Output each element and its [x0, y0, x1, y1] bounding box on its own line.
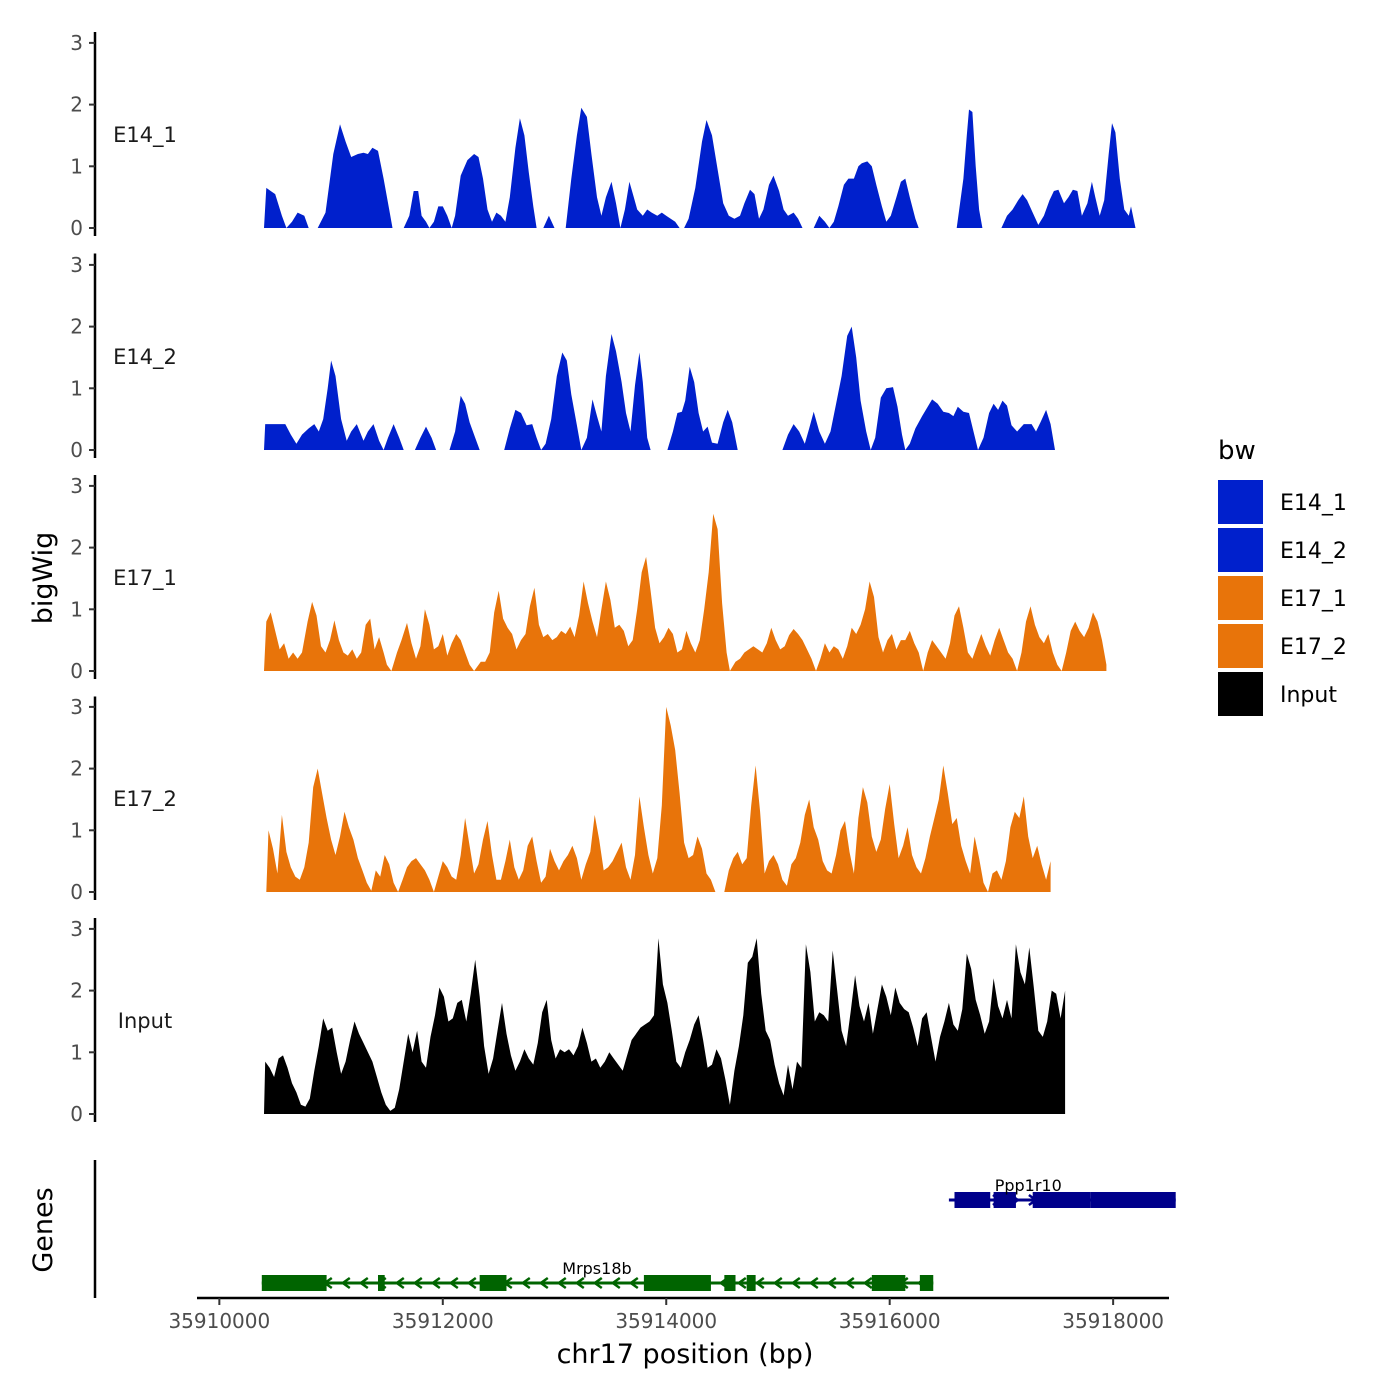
legend-swatch [1218, 624, 1263, 668]
x-tick-label: 35912000 [392, 1309, 494, 1333]
gene-exon [1032, 1192, 1091, 1208]
strand-arrow [430, 1276, 441, 1290]
strand-arrow [394, 1276, 405, 1290]
x-axis: 35910000 35912000 35914000 35916000 35918000 [168, 1296, 1169, 1333]
track-label: E17_1 [113, 566, 177, 591]
gene-exon [261, 1275, 327, 1291]
strand-arrow [466, 1276, 477, 1290]
y-tick-label: 3 [70, 474, 83, 498]
legend-label: E17_1 [1280, 587, 1347, 612]
coverage-area [264, 107, 1136, 228]
strand-arrow [448, 1276, 459, 1290]
y-tick-label: 3 [70, 31, 83, 55]
gene-exon [871, 1275, 906, 1291]
y-tick-label: 1 [70, 597, 83, 621]
track-e14-2: 0 1 2 3 E14_2 [70, 253, 1055, 462]
strand-arrow [556, 1276, 567, 1290]
strand-arrow [412, 1276, 423, 1290]
gene-exon [643, 1275, 711, 1291]
y-tick-label: 2 [70, 757, 83, 781]
coverage-area [264, 938, 1066, 1114]
strand-arrow [520, 1276, 531, 1290]
gene-mrps18b: Mrps18b [261, 1259, 934, 1291]
y-tick-label: 1 [70, 376, 83, 400]
legend-label: E17_2 [1280, 635, 1347, 660]
track-e17-2: 0 1 2 3 E17_2 [70, 695, 1051, 904]
legend-label: E14_1 [1280, 491, 1347, 516]
y-tick-label: 2 [70, 93, 83, 117]
coverage-area [266, 706, 1051, 892]
genes-panel: Mrps18b Ppp1r10 [93, 1160, 1176, 1298]
x-tick-label: 35916000 [839, 1309, 941, 1333]
coverage-tracks: 0 1 2 3 E14_1 0 1 2 3 E14_2 0 1 2 3 E17_1 0 1 2 3 E17_2 0 1 2 3… [70, 31, 1136, 1126]
gene-label: Mrps18b [562, 1259, 631, 1278]
track-label: E14_1 [113, 123, 177, 148]
track-label: Input [118, 1009, 172, 1033]
y-tick-label: 3 [70, 695, 83, 719]
y-tick-label: 0 [70, 880, 83, 904]
legend-swatch [1218, 672, 1263, 716]
strand-arrow [862, 1276, 873, 1290]
strand-arrow [340, 1276, 351, 1290]
legend-swatch [1218, 528, 1263, 572]
gene-exon [919, 1275, 934, 1291]
y-tick-label: 3 [70, 253, 83, 277]
coverage-area [264, 326, 1055, 450]
gene-exon [479, 1275, 507, 1291]
y-tick-label: 2 [70, 979, 83, 1003]
strand-arrow [772, 1276, 783, 1290]
legend-swatch [1218, 576, 1263, 620]
y-tick-label: 0 [70, 1102, 83, 1126]
gene-exon [954, 1192, 991, 1208]
legend-title: bw [1218, 436, 1256, 466]
track-e17-1: 0 1 2 3 E17_1 [70, 474, 1107, 683]
track-label: E17_2 [113, 787, 177, 812]
strand-arrow [808, 1276, 819, 1290]
y-tick-label: 2 [70, 315, 83, 339]
y-tick-label: 1 [70, 1040, 83, 1064]
legend: bw E14_1 E14_2 E17_1 E17_2 Input [1218, 436, 1347, 716]
legend-label: Input [1280, 683, 1337, 708]
gene-exon [377, 1275, 385, 1291]
strand-arrow [628, 1276, 639, 1290]
y-tick-label: 0 [70, 659, 83, 683]
legend-label: E14_2 [1280, 539, 1347, 564]
legend-swatch [1218, 480, 1263, 524]
track-label: E14_2 [113, 345, 177, 370]
strand-arrow [358, 1276, 369, 1290]
y-tick-label: 3 [70, 917, 83, 941]
strand-arrow [574, 1276, 585, 1290]
strand-arrow [754, 1276, 765, 1290]
gene-exon [993, 1192, 1016, 1208]
strand-arrow [592, 1276, 603, 1290]
gene-ppp1r10: Ppp1r10 [948, 1176, 1176, 1208]
strand-arrow [844, 1276, 855, 1290]
y-tick-label: 0 [70, 216, 83, 240]
strand-arrow [610, 1276, 621, 1290]
y-tick-label: 1 [70, 154, 83, 178]
genes-axis-title: Genes [28, 1187, 59, 1272]
x-tick-label: 35914000 [615, 1309, 717, 1333]
strand-arrow [826, 1276, 837, 1290]
strand-arrow [538, 1276, 549, 1290]
y-tick-label: 0 [70, 438, 83, 462]
x-tick-label: 35918000 [1062, 1309, 1164, 1333]
track-input: 0 1 2 3 Input [70, 917, 1066, 1126]
y-tick-label: 2 [70, 536, 83, 560]
gene-exon [746, 1275, 756, 1291]
x-axis-title: chr17 position (bp) [557, 1339, 814, 1370]
gene-label: Ppp1r10 [995, 1176, 1062, 1195]
y-tick-label: 1 [70, 818, 83, 842]
strand-arrow [790, 1276, 801, 1290]
x-tick-label: 35910000 [168, 1309, 270, 1333]
coverage-area [264, 513, 1107, 671]
gene-exon [1090, 1192, 1176, 1208]
y-axis-title: bigWig [28, 532, 59, 625]
track-e14-1: 0 1 2 3 E14_1 [70, 31, 1136, 240]
strand-arrow [736, 1276, 747, 1290]
gene-exon [724, 1275, 736, 1291]
